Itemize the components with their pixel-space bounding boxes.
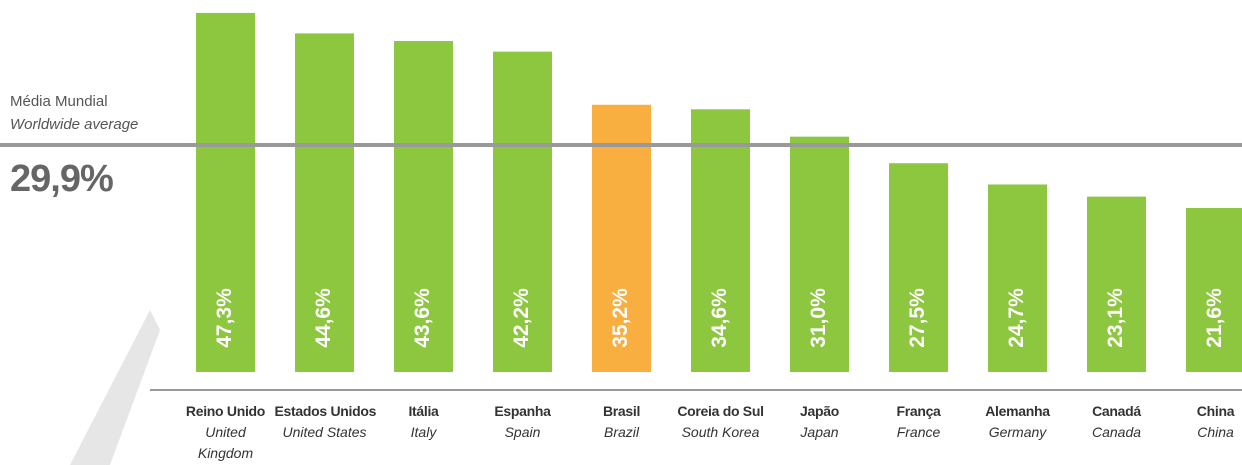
bar <box>988 184 1047 372</box>
category-label: Canadá <box>1092 403 1141 419</box>
value-label: 43,6% <box>411 288 434 348</box>
category-label-en: Brazil <box>603 424 639 440</box>
category-label-en: Canada <box>1091 424 1142 440</box>
bar <box>196 12 255 372</box>
category-label-en: China <box>1197 424 1234 440</box>
category-label: Alemanha <box>985 403 1050 419</box>
value-label: 24,7% <box>1005 288 1028 348</box>
category-label-en: Italy <box>410 424 437 440</box>
value-label: 42,2% <box>510 288 533 348</box>
value-label: 23,1% <box>1104 288 1127 348</box>
category-label: Estados Unidos <box>274 403 377 419</box>
value-label: 34,6% <box>708 288 731 348</box>
bar <box>592 104 651 373</box>
category-label-en: Spain <box>504 424 541 440</box>
bar <box>1087 196 1146 372</box>
category-label-group: Japão Japan <box>770 403 870 443</box>
category-label-en: United States <box>282 424 367 440</box>
category-label-group: Espanha Spain <box>473 403 573 443</box>
category-label: França <box>896 403 941 419</box>
value-label: 44,6% <box>312 288 335 348</box>
category-label: Itália <box>408 403 439 419</box>
category-label-group: Coreia do Sul South Korea <box>671 403 771 443</box>
category-label-group: Reino Unido United Kingdom <box>176 403 276 464</box>
category-label-en: South Korea <box>681 424 760 440</box>
bar <box>394 40 453 373</box>
bar <box>889 163 948 372</box>
bar <box>1186 208 1242 372</box>
average-label: Média Mundial <box>10 93 108 110</box>
bar <box>493 51 552 373</box>
value-label: 31,0% <box>807 288 830 348</box>
category-label-group: China China <box>1166 403 1242 443</box>
value-label: 35,2% <box>609 288 632 348</box>
value-label: 27,5% <box>906 288 929 348</box>
category-label: Brasil <box>602 403 641 419</box>
category-label-group: Alemanha Germany <box>968 403 1068 443</box>
category-label: Japão <box>800 403 839 419</box>
average-label-en: Worldwide average <box>10 116 139 133</box>
category-label-group: Brasil Brazil <box>572 403 672 443</box>
value-label: 47,3% <box>213 288 236 348</box>
category-label: Coreia do Sul <box>677 403 764 419</box>
category-label-group: França France <box>869 403 969 443</box>
value-label: 21,6% <box>1203 288 1226 348</box>
bar <box>691 109 750 372</box>
category-label: Reino Unido <box>185 403 266 419</box>
category-label-en: Japan <box>800 424 839 440</box>
category-label-group: Canadá Canada <box>1067 403 1167 443</box>
category-label: Espanha <box>494 403 551 419</box>
average-value-label: 29,9% <box>10 158 114 200</box>
decoration <box>70 310 160 465</box>
bar <box>790 136 849 372</box>
category-label: China <box>1196 403 1235 419</box>
bar <box>295 33 354 372</box>
category-label-en: United Kingdom <box>197 424 254 461</box>
category-label-en: France <box>896 424 941 440</box>
category-label-group: Itália Italy <box>374 403 474 443</box>
category-label-en: Germany <box>988 424 1047 440</box>
category-label-group: Estados Unidos United States <box>274 403 377 443</box>
